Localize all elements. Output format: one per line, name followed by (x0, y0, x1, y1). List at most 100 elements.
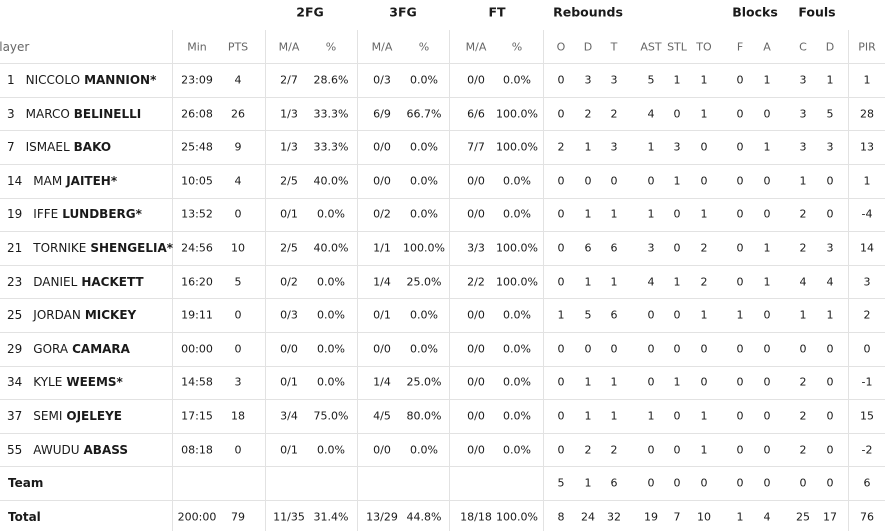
player-number: 23 (7, 274, 23, 289)
cell: 0/0 (467, 375, 485, 389)
cell: 3 (647, 241, 655, 255)
cell: 0.0% (317, 443, 345, 457)
row-divider (0, 130, 885, 132)
cell: 1 (610, 207, 618, 221)
cell: 1 (799, 308, 807, 322)
row-divider (0, 432, 885, 434)
cell: 0.0% (503, 308, 531, 322)
cell: 2 (799, 443, 807, 457)
player-number: 7 (7, 140, 15, 155)
cell: 0 (736, 140, 744, 154)
cell: 0/3 (280, 308, 298, 322)
cell: 0 (826, 409, 834, 423)
cell: 0 (736, 73, 744, 87)
player-name: 55 AWUDU ABASS (7, 443, 132, 457)
cell: 0 (763, 107, 771, 121)
cell: 0 (610, 174, 618, 188)
cell: 7 (673, 510, 681, 524)
cell: 0.0% (503, 174, 531, 188)
cell: 0 (736, 476, 744, 490)
cell: 2 (799, 241, 807, 255)
row-divider (0, 264, 885, 266)
column-divider (543, 30, 544, 531)
cell: 13/29 (366, 510, 398, 524)
cell: 2 (610, 443, 618, 457)
team-label: Team (8, 476, 44, 491)
cell: 6 (610, 476, 618, 490)
cell: 0 (736, 409, 744, 423)
cell: 2/7 (280, 73, 298, 87)
cell: 0 (234, 443, 242, 457)
cell: 33.3% (313, 140, 349, 154)
cell: 9 (234, 140, 242, 154)
cell: 0/0 (467, 409, 485, 423)
cell: 0/1 (280, 207, 298, 221)
cell: 80.0% (406, 409, 442, 423)
cell: 1 (763, 241, 771, 255)
cell: 1 (647, 207, 655, 221)
player-name: 3 MARCO BELINELLI (7, 107, 145, 121)
cell: 3 (826, 140, 834, 154)
cell: 0 (700, 342, 708, 356)
player-last: WEEMS* (66, 375, 123, 390)
header-divider (0, 63, 885, 64)
cell: 0/0 (467, 308, 485, 322)
cell: 5 (557, 476, 565, 490)
cell: 76 (860, 510, 874, 524)
column-divider (357, 30, 358, 531)
cell: 1 (647, 140, 655, 154)
cell: 0 (610, 342, 618, 356)
row-divider (0, 500, 885, 501)
cell: 3 (863, 275, 871, 289)
cell: 0.0% (317, 308, 345, 322)
player-name: 1 NICCOLO MANNION* (7, 73, 160, 87)
cell: 0 (826, 207, 834, 221)
row-divider (0, 365, 885, 367)
cell: 0.0% (503, 443, 531, 457)
cell: 6/9 (373, 107, 391, 121)
cell: 32 (607, 510, 621, 524)
cell: 3 (584, 73, 592, 87)
group-header: Fouls (798, 4, 836, 20)
cell: 0 (736, 174, 744, 188)
cell: 1 (673, 275, 681, 289)
cell: 0 (673, 342, 681, 356)
cell: 66.7% (406, 107, 442, 121)
row-divider (0, 298, 885, 300)
cell: 0 (234, 207, 242, 221)
cell: 200:00 (177, 510, 217, 524)
cell: 0 (584, 174, 592, 188)
cell: 08:18 (181, 443, 213, 457)
cell: 0 (673, 443, 681, 457)
column-divider (449, 30, 450, 531)
cell: 0/0 (467, 342, 485, 356)
cell: 0 (647, 476, 655, 490)
cell: 0/1 (280, 375, 298, 389)
cell: 0 (673, 409, 681, 423)
cell: 0 (700, 174, 708, 188)
cell: 25:48 (181, 140, 213, 154)
cell: 0.0% (503, 342, 531, 356)
player-last: JAITEH* (66, 173, 118, 188)
cell: 0/0 (467, 207, 485, 221)
group-header: Rebounds (553, 4, 623, 20)
cell: 10:05 (181, 174, 213, 188)
cell: 1/3 (280, 107, 298, 121)
cell: 0.0% (503, 73, 531, 87)
column-header: PTS (227, 40, 249, 54)
cell: 4 (647, 275, 655, 289)
cell: 00:00 (181, 342, 213, 356)
cell: 1 (799, 174, 807, 188)
cell: 1 (584, 275, 592, 289)
cell: 2 (700, 241, 708, 255)
cell: 1 (700, 308, 708, 322)
player-name: 23 DANIEL HACKETT (7, 275, 148, 289)
cell: 0 (557, 443, 565, 457)
player-last: MANNION* (84, 73, 157, 87)
cell: 1 (647, 409, 655, 423)
cell: 3 (799, 140, 807, 154)
cell: 0/0 (373, 174, 391, 188)
cell: 0 (557, 342, 565, 356)
cell: 0 (700, 375, 708, 389)
